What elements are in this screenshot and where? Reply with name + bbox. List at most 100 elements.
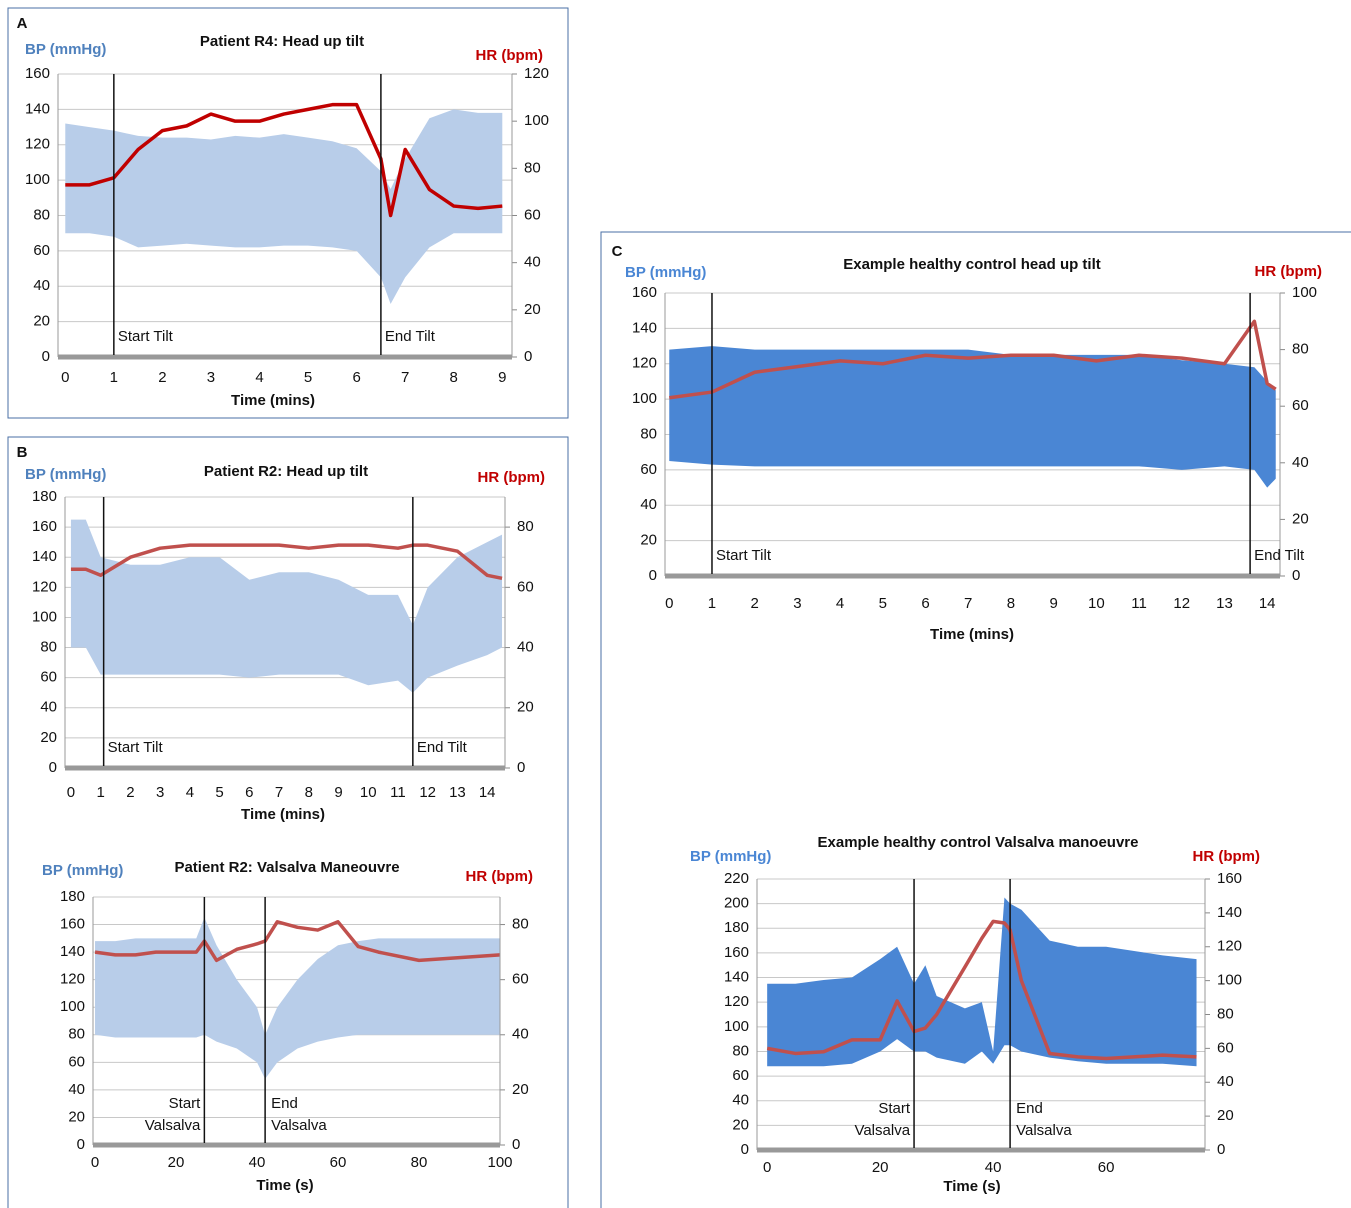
x-tick-label: 2 (751, 595, 759, 612)
x-tick-label: 4 (186, 784, 194, 801)
y2-axis-label: HR (bpm) (1193, 848, 1261, 865)
event-label: Start (878, 1100, 911, 1117)
y-tick-label: 100 (724, 1018, 749, 1035)
y-tick-label: 160 (25, 65, 50, 82)
y-tick-label: 0 (49, 759, 57, 776)
event-label: Start Tilt (108, 739, 164, 756)
y2-tick-label: 40 (512, 1026, 529, 1043)
y2-tick-label: 140 (1217, 904, 1242, 921)
y2-tick-label: 40 (517, 639, 534, 656)
event-label: Valsalva (1016, 1122, 1072, 1139)
x-tick-label: 3 (156, 784, 164, 801)
x-tick-label: 80 (411, 1154, 428, 1171)
event-label: End Tilt (1254, 547, 1305, 564)
y2-tick-label: 0 (517, 759, 525, 776)
x-tick-label: 9 (334, 784, 342, 801)
x-tick-label: 4 (836, 595, 844, 612)
y-tick-label: 160 (724, 944, 749, 961)
y-tick-label: 0 (42, 348, 50, 365)
y2-tick-label: 100 (1292, 284, 1317, 301)
y-tick-label: 100 (25, 171, 50, 188)
y2-tick-label: 80 (524, 159, 541, 176)
y-tick-label: 0 (77, 1136, 85, 1153)
x-tick-label: 5 (215, 784, 223, 801)
y-tick-label: 0 (649, 567, 657, 584)
panel-letter: B (17, 444, 28, 461)
hr-line (94, 920, 501, 963)
panel-frame (7, 436, 569, 1208)
y2-tick-label: 40 (1217, 1073, 1234, 1090)
y-tick-label: 120 (632, 355, 657, 372)
y2-tick-label: 0 (1292, 567, 1300, 584)
x-tick-label: 60 (330, 1154, 347, 1171)
y-tick-label: 160 (632, 284, 657, 301)
event-label: End (1016, 1100, 1043, 1117)
x-tick-label: 8 (450, 369, 458, 386)
bp-band (767, 897, 1197, 1067)
y-tick-label: 80 (640, 425, 657, 442)
y-tick-label: 140 (25, 100, 50, 117)
y-tick-label: 220 (724, 870, 749, 887)
y2-tick-label: 40 (524, 254, 541, 271)
x-tick-label: 12 (1173, 595, 1190, 612)
y-tick-label: 20 (33, 313, 50, 330)
x-tick-label: 0 (91, 1154, 99, 1171)
x-tick-label: 11 (390, 784, 406, 801)
y-tick-label: 60 (732, 1067, 749, 1084)
bp-band (65, 109, 503, 304)
y2-axis-label: HR (bpm) (466, 868, 534, 885)
y-tick-label: 140 (60, 943, 85, 960)
y-tick-label: 200 (724, 895, 749, 912)
y-tick-label: 20 (640, 532, 657, 549)
y-tick-label: 160 (60, 916, 85, 933)
y2-tick-label: 80 (517, 518, 534, 535)
x-tick-label: 0 (61, 369, 69, 386)
x-tick-label: 6 (245, 784, 253, 801)
y2-tick-label: 60 (517, 578, 534, 595)
x-tick-label: 3 (793, 595, 801, 612)
event-label: Valsalva (854, 1122, 910, 1139)
x-tick-label: 0 (763, 1159, 771, 1176)
y-tick-label: 100 (632, 390, 657, 407)
y2-tick-label: 80 (512, 916, 529, 933)
y2-tick-label: 0 (1217, 1141, 1225, 1158)
y2-tick-label: 100 (1217, 972, 1242, 989)
x-tick-label: 3 (207, 369, 215, 386)
x-tick-label: 7 (401, 369, 409, 386)
x-axis-label: Time (s) (256, 1177, 313, 1194)
panel-letter: A (17, 15, 28, 32)
y-tick-label: 120 (32, 578, 57, 595)
y-axis-label: BP (mmHg) (25, 41, 106, 58)
y-tick-label: 60 (640, 461, 657, 478)
y-tick-label: 120 (25, 136, 50, 153)
hr-line (766, 919, 1197, 1061)
event-label: Start (169, 1095, 202, 1112)
hr-line (70, 543, 503, 581)
event-label: Start Tilt (118, 328, 174, 345)
y-axis-label: BP (mmHg) (690, 848, 771, 865)
y-tick-label: 40 (732, 1092, 749, 1109)
y-tick-label: 120 (724, 993, 749, 1010)
y-tick-label: 40 (68, 1081, 85, 1098)
event-label: Valsalva (145, 1117, 201, 1134)
y-tick-label: 40 (40, 699, 57, 716)
bp-band (669, 346, 1276, 488)
y2-axis-label: HR (bpm) (476, 47, 544, 64)
hr-line (669, 319, 1277, 400)
y2-axis-label: HR (bpm) (1255, 263, 1323, 280)
y-tick-label: 180 (724, 919, 749, 936)
x-tick-label: 1 (97, 784, 105, 801)
y2-tick-label: 120 (524, 65, 549, 82)
x-tick-label: 20 (872, 1159, 889, 1176)
y2-tick-label: 60 (524, 206, 541, 223)
y2-tick-label: 80 (1292, 341, 1309, 358)
y2-tick-label: 20 (524, 301, 541, 318)
y-tick-label: 20 (68, 1108, 85, 1125)
y-tick-label: 160 (32, 518, 57, 535)
x-tick-label: 6 (921, 595, 929, 612)
y-tick-label: 60 (33, 242, 50, 259)
y-axis-label: BP (mmHg) (625, 264, 706, 281)
x-axis-label: Time (mins) (930, 626, 1014, 643)
y-tick-label: 60 (68, 1053, 85, 1070)
